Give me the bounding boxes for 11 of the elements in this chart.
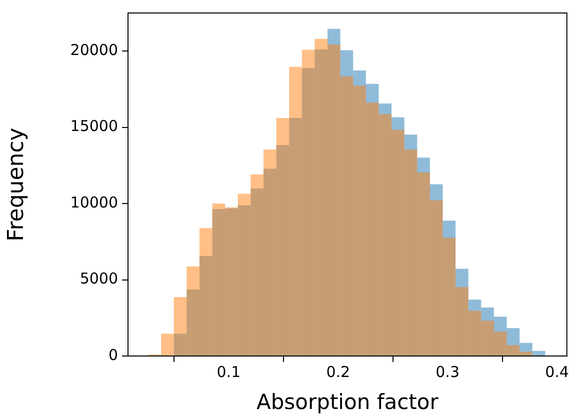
y-tick-label: 20000	[70, 41, 118, 59]
x-tick-label: 0.4	[545, 362, 569, 381]
x-tick-label: 0.3	[436, 362, 460, 381]
x-tick-label: 0.1	[216, 362, 241, 381]
y-tick-label: 0	[108, 346, 118, 364]
y-tick-label: 5000	[80, 270, 118, 288]
y-tick-label: 10000	[70, 193, 118, 212]
y-tick-label: 15000	[70, 117, 118, 136]
x-tick-label: 0.2	[326, 362, 350, 381]
y-axis-title: Frequency	[4, 128, 29, 242]
x-axis-title: Absorption factor	[256, 390, 439, 414]
